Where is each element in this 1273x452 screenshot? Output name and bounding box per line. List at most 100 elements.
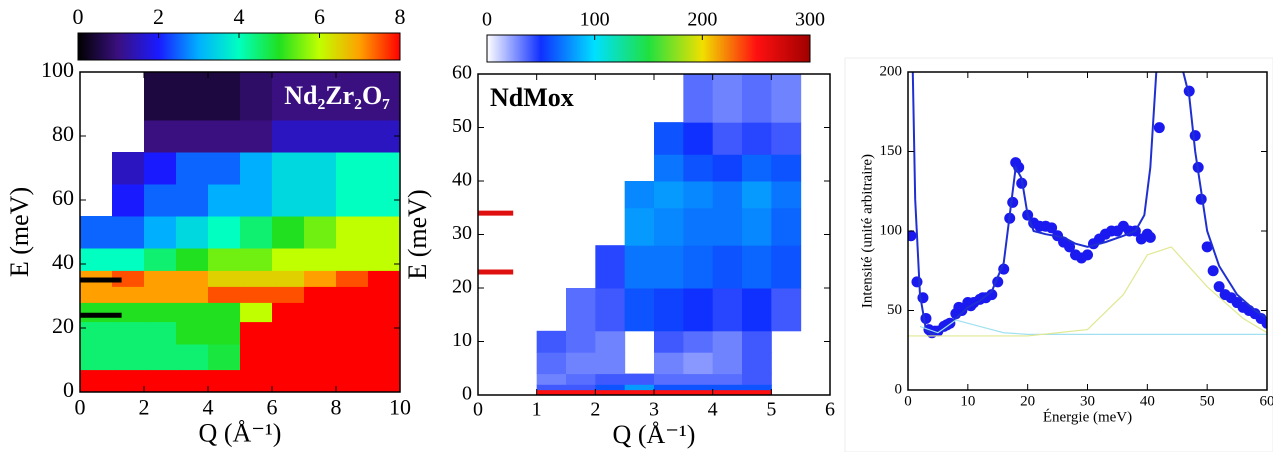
data-point [986,289,998,301]
colorbar [486,34,811,63]
y-tick-label: 20 [52,313,74,338]
heat-cell [742,154,772,182]
heat-cell [536,330,567,353]
heat-cell [176,216,209,249]
heat-cell [176,120,209,153]
data-point [1213,281,1225,293]
heat-cell [208,286,241,303]
heat-cell [304,248,337,271]
data-point [920,312,932,324]
heat-cell [595,245,626,289]
heat-cell [742,352,772,375]
heat-cell [112,184,145,217]
panel: 0 10 20 30 40 50 60 0 50 100 150 200 Énergie (meV) In… [859,63,1273,425]
x-axis-label: Q (Å⁻¹) [613,420,696,449]
heat-cell [80,216,113,249]
y-tick-label: 0 [462,383,472,405]
heat-cell [624,245,655,289]
heat-cell [304,344,337,371]
heat-cell [208,72,241,121]
heat-cell [683,384,714,391]
heat-cell [683,288,714,332]
colorbar-tick-label: 100 [580,9,610,31]
heat-cell [336,344,369,371]
heat-cell [144,120,177,153]
heat-cell [683,389,714,395]
heat-cell [536,352,567,375]
heat-cell [683,352,714,375]
heat-cell [654,181,684,209]
fit-line [919,319,1267,335]
heat-cell [771,154,802,182]
colorbar-tick-label: 4 [234,4,245,29]
y-tick-label: 150 [880,143,903,159]
heat-cell [683,154,714,182]
heat-cell [683,74,714,123]
heat-cell [336,369,369,392]
heat-cell [208,216,241,249]
y-tick-label: 80 [52,121,74,146]
heat-cell [112,286,145,303]
heat-cell [336,72,369,121]
data-point [1007,196,1019,208]
heat-cell [208,321,241,345]
data-point [1082,249,1093,261]
heat-cell [624,288,655,332]
y-tick-label: 60 [452,62,472,84]
heat-cell [272,369,305,392]
x-tick-label: 10 [389,395,411,420]
heat-cell [144,369,177,392]
heat-cell [304,152,337,185]
heat-cell [240,72,273,121]
heat-cell [144,344,177,371]
heat-cell [654,389,684,395]
x-tick-label: 2 [590,399,600,421]
heat-cell [208,302,241,323]
colorbar-tick-label: 300 [795,9,825,31]
heat-cell [624,389,655,395]
heat-cell [654,384,684,391]
data-point [1207,265,1219,277]
y-axis-label: E (meV) [403,189,432,279]
colorbar-tick-label: 8 [395,4,406,29]
heat-cell [566,330,596,353]
heat-cell [683,373,714,385]
heat-cell [595,389,626,395]
heat-cell [712,245,743,289]
y-tick-label: 100 [41,57,74,82]
heat-cell [80,321,113,345]
data-point [1144,231,1156,243]
heat-cell [80,248,113,271]
data-point [1261,317,1267,329]
heat-cell [272,270,305,287]
heat-cell [304,216,337,249]
heat-cell [742,288,772,332]
heat-cell [176,302,209,323]
x-tick-label: 20 [1020,393,1035,409]
data-point [911,276,923,288]
annotation: Nd₂Zr₂O₇ [284,81,390,110]
heat-cell [208,152,241,185]
heat-cell [272,344,305,371]
heat-cell [566,389,596,395]
heat-cell [595,352,626,375]
heat-cell [240,216,273,249]
heat-cell [240,120,273,153]
heat-cell [742,181,772,209]
heat-cell [654,154,684,182]
heat-cell [208,248,241,271]
heat-cell [144,248,177,271]
x-axis-label: Q (Å⁻¹) [199,419,282,448]
plot-area [908,72,1267,339]
data-point [1153,122,1165,134]
y-tick-label: 200 [880,63,903,79]
heat-cell [368,72,400,121]
heat-cell [712,389,743,395]
heat-cell [683,245,714,289]
x-tick-label: 30 [1080,393,1095,409]
heat-cell [712,384,743,391]
annotation: NdMox [490,83,574,112]
heat-cell [176,72,209,121]
heat-cell [240,248,273,271]
